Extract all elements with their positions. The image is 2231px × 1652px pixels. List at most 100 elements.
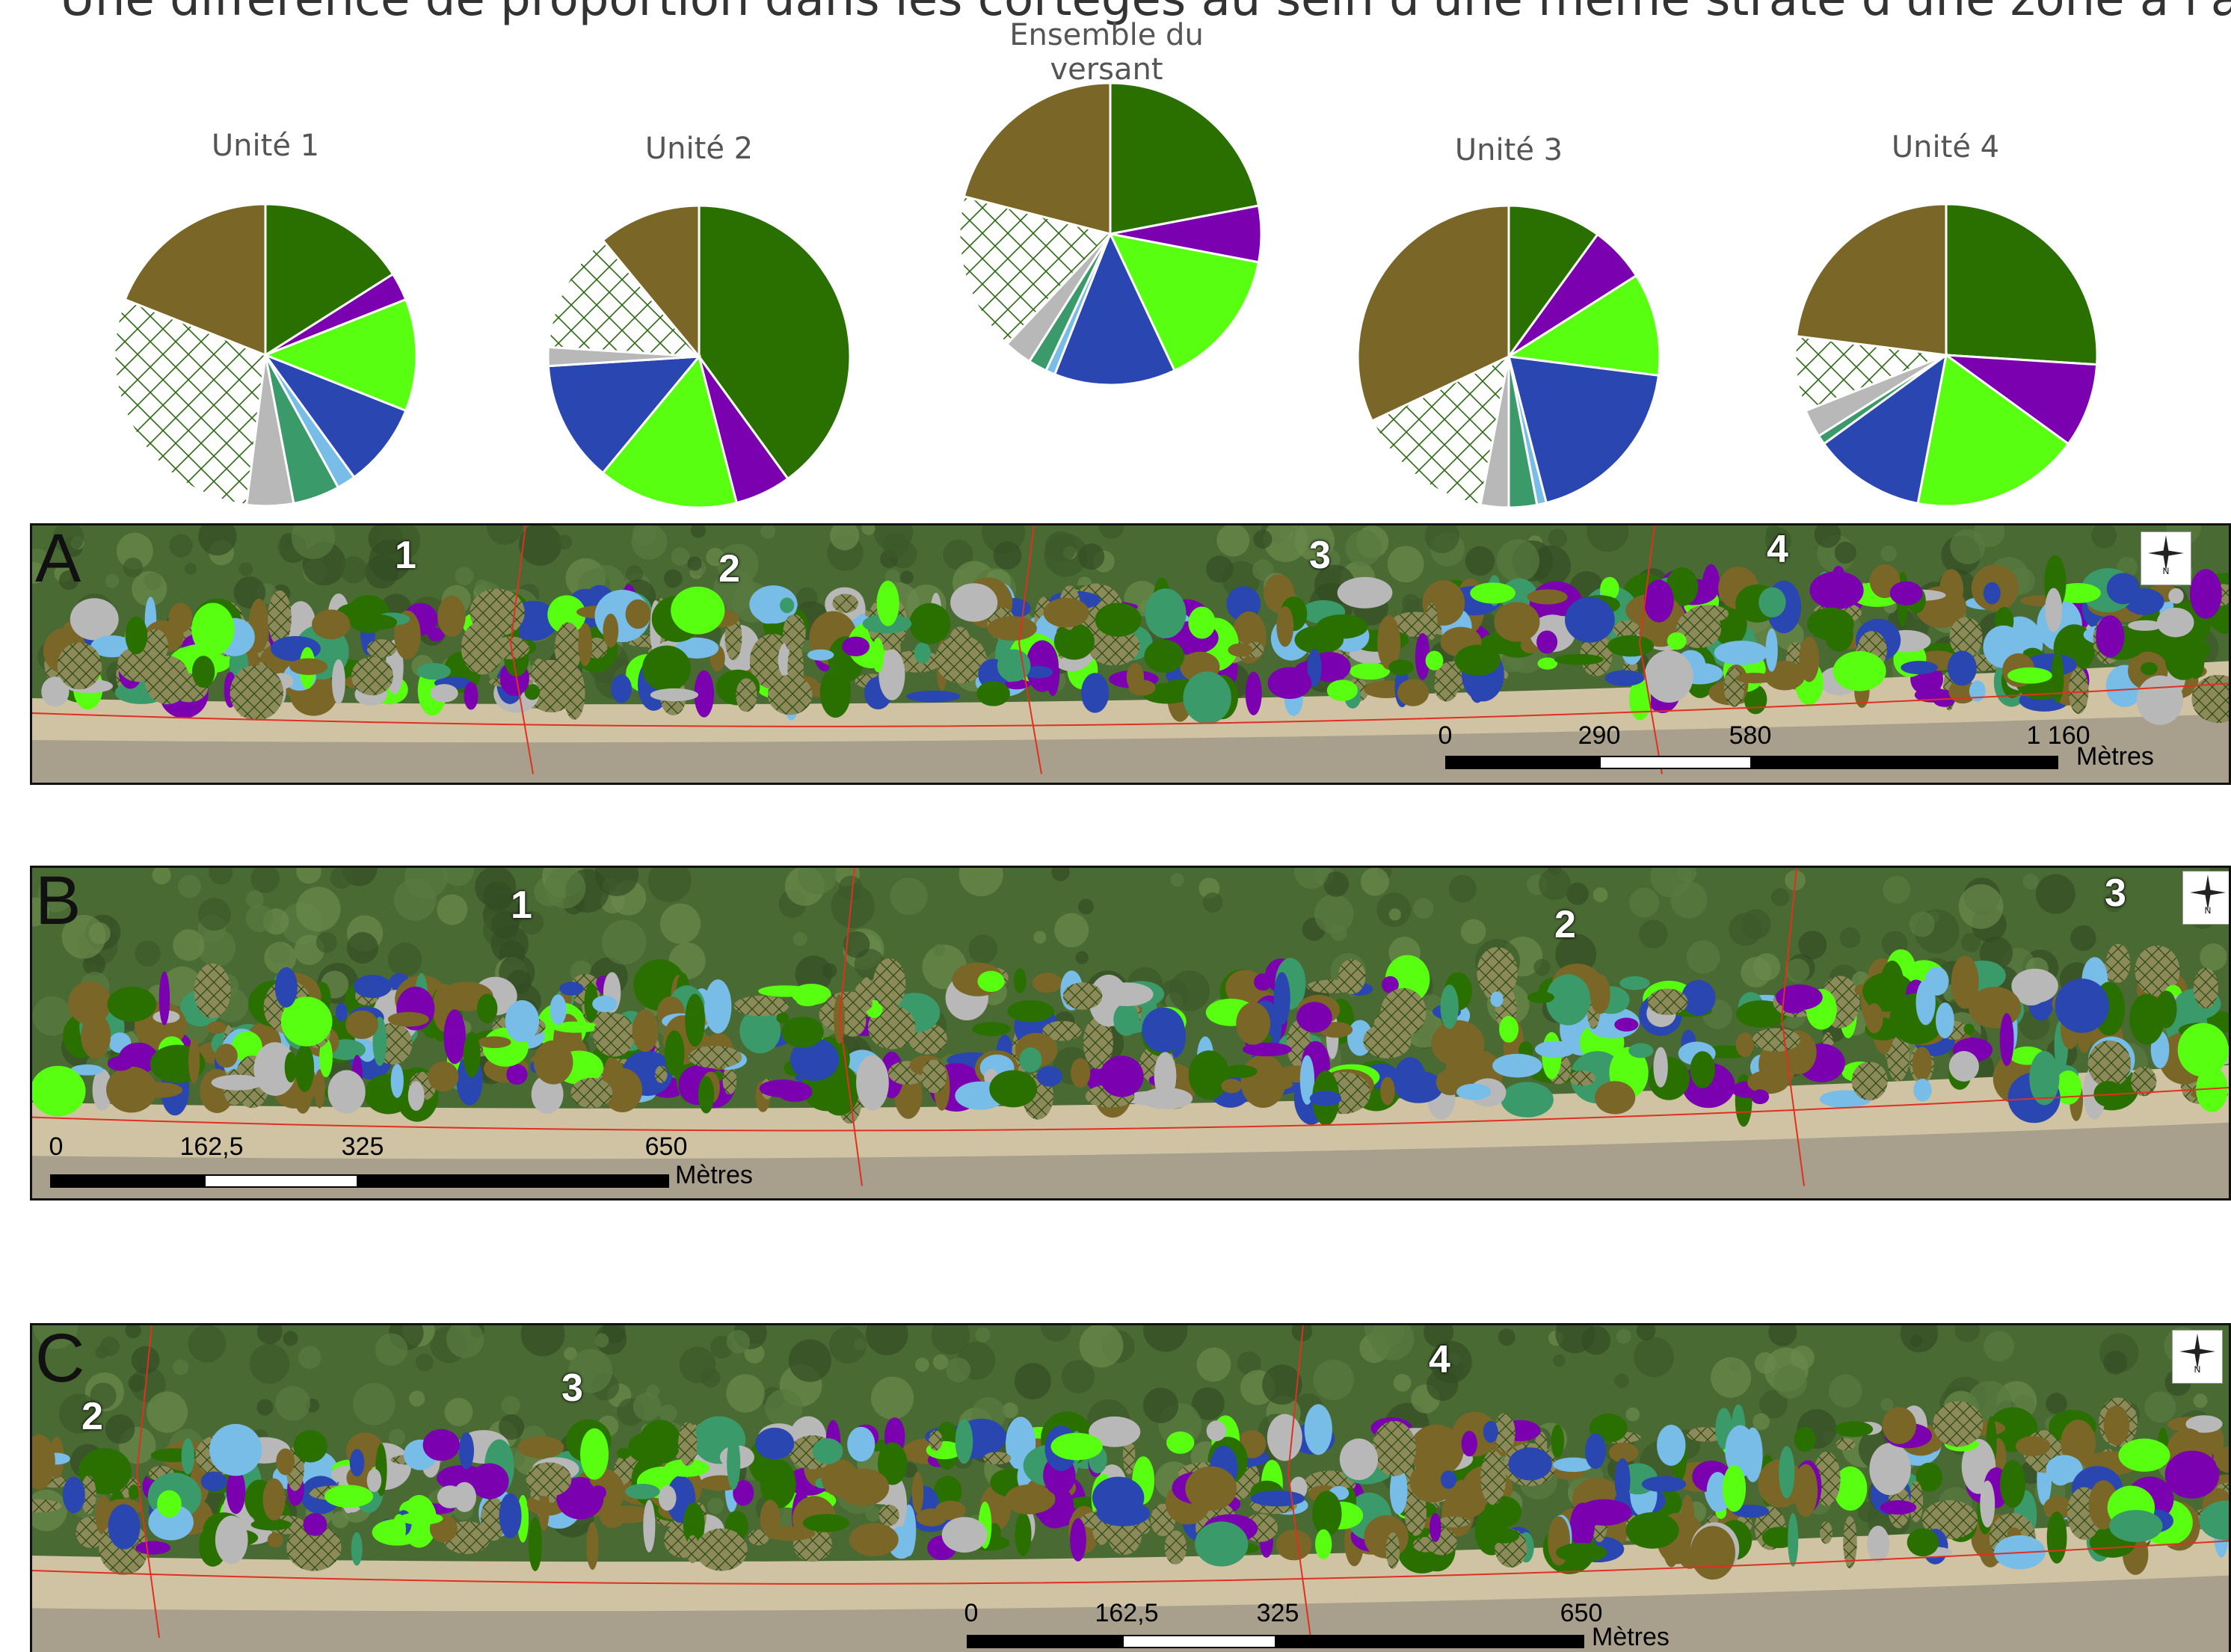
tree-canopy bbox=[1770, 888, 1790, 907]
unit-label-3: 3 bbox=[561, 1366, 583, 1410]
vegetation-patch bbox=[422, 1428, 460, 1461]
tree-canopy bbox=[264, 941, 297, 974]
vegetation-patch bbox=[1267, 667, 1312, 700]
vegetation-patch bbox=[906, 690, 961, 703]
pie-slice-blue bbox=[1053, 231, 1177, 386]
vegetation-patch bbox=[531, 1074, 564, 1114]
tree-canopy bbox=[633, 1392, 662, 1421]
vegetation-patch bbox=[1508, 1447, 1552, 1481]
vegetation-patch bbox=[1794, 1464, 1818, 1517]
vegetation-patch bbox=[128, 1484, 140, 1500]
tree-canopy bbox=[316, 931, 337, 953]
vegetation-patch bbox=[1969, 987, 2022, 1029]
tree-canopy bbox=[1958, 884, 2004, 929]
vegetation-patch bbox=[144, 656, 190, 705]
vegetation-patch bbox=[32, 1065, 86, 1117]
vegetation-patch bbox=[1481, 958, 1506, 1001]
tree-canopy bbox=[958, 868, 1003, 896]
vegetation-patch bbox=[2189, 569, 2222, 619]
vegetation-patch bbox=[1339, 1438, 1379, 1481]
tree-canopy bbox=[245, 890, 264, 908]
vegetation-patch bbox=[1551, 1424, 1564, 1458]
tree-canopy bbox=[499, 1414, 525, 1440]
vegetation-patch bbox=[1164, 1530, 1187, 1565]
pie-slice-blue bbox=[262, 352, 407, 479]
vegetation-patch bbox=[570, 1077, 613, 1109]
vegetation-patch bbox=[658, 1485, 677, 1511]
tree-canopy bbox=[1196, 1347, 1231, 1382]
vegetation-patch bbox=[211, 1074, 263, 1091]
tree-canopy bbox=[679, 1346, 716, 1384]
vegetation-patch bbox=[600, 1505, 655, 1523]
vegetation-patch bbox=[437, 595, 466, 638]
pie-slice-light_green bbox=[601, 354, 739, 509]
vegetation-patch bbox=[584, 983, 599, 1023]
vegetation-patch bbox=[2061, 1420, 2096, 1467]
vegetation-patch bbox=[1951, 955, 1979, 1009]
tree-canopy bbox=[58, 1393, 99, 1434]
vegetation-patch bbox=[289, 658, 328, 676]
tree-canopy bbox=[295, 887, 341, 932]
vegetation-patch bbox=[1385, 1532, 1400, 1569]
pie-chart-ensemble bbox=[958, 81, 1263, 386]
vegetation-patch bbox=[1644, 650, 1693, 703]
vegetation-patch bbox=[470, 1463, 509, 1500]
vegetation-patch bbox=[1326, 679, 1358, 701]
tree-canopy bbox=[2022, 873, 2039, 890]
vegetation-patch bbox=[688, 1046, 742, 1069]
unit-boundary-line bbox=[1638, 526, 1663, 774]
vegetation-patch bbox=[950, 583, 998, 622]
vegetation-patch bbox=[1490, 991, 1504, 1007]
scale-bar bbox=[1599, 756, 1752, 769]
vegetation-patch bbox=[1980, 1480, 1995, 1528]
vegetation-patch bbox=[632, 1009, 659, 1052]
tree-canopy bbox=[1237, 1351, 1261, 1375]
tree-canopy bbox=[690, 526, 707, 538]
vegetation-patch bbox=[1912, 1047, 1932, 1081]
vegetation-patch bbox=[1833, 1466, 1868, 1511]
tree-canopy bbox=[1498, 1328, 1515, 1346]
tree-canopy bbox=[105, 1414, 135, 1444]
tree-canopy bbox=[1054, 913, 1089, 948]
vegetation-patch bbox=[878, 1504, 899, 1526]
vegetation-patch bbox=[733, 995, 789, 1017]
vegetation-patch bbox=[1614, 1458, 1631, 1502]
scale-bar bbox=[1275, 1635, 1584, 1648]
vegetation-patch bbox=[586, 1522, 599, 1571]
tree-canopy bbox=[1427, 1369, 1459, 1402]
tree-canopy bbox=[116, 532, 153, 570]
vegetation-patch bbox=[1185, 1466, 1237, 1511]
vegetation-patch bbox=[1867, 1526, 1890, 1563]
tree-canopy bbox=[1555, 934, 1597, 976]
tree-canopy bbox=[1253, 529, 1273, 549]
north-arrow-icon: N bbox=[2182, 871, 2229, 925]
unit-boundary-line bbox=[509, 526, 534, 774]
vegetation-patch bbox=[92, 1068, 113, 1111]
tree-canopy bbox=[1002, 1402, 1018, 1419]
vegetation-patch bbox=[916, 1508, 947, 1526]
vegetation-patch bbox=[765, 1526, 816, 1541]
vegetation-patch bbox=[1019, 1047, 1042, 1073]
tree-canopy bbox=[1170, 873, 1184, 887]
tree-canopy bbox=[707, 1497, 724, 1514]
vegetation-patch bbox=[550, 994, 567, 1026]
vegetation-patch bbox=[1807, 607, 1854, 641]
tree-canopy bbox=[1753, 1413, 1770, 1431]
scale-bar bbox=[204, 1174, 358, 1188]
pie-slice-light_green bbox=[262, 298, 418, 413]
vegetation-patch bbox=[2007, 667, 2052, 684]
vegetation-patch bbox=[856, 1055, 889, 1111]
tree-canopy bbox=[437, 894, 468, 925]
vegetation-patch bbox=[206, 1021, 227, 1034]
vegetation-patch bbox=[351, 656, 393, 696]
vegetation-patch bbox=[783, 614, 806, 652]
tree-canopy bbox=[388, 943, 422, 977]
vegetation-patch bbox=[2015, 1436, 2051, 1457]
vegetation-patch bbox=[231, 1031, 262, 1062]
vegetation-patch bbox=[1415, 632, 1430, 680]
pie-slice-brown bbox=[123, 203, 267, 357]
vegetation-patch bbox=[2164, 638, 2202, 680]
vegetation-patch bbox=[81, 1475, 96, 1514]
vegetation-patch bbox=[1939, 569, 1964, 610]
vegetation-patch bbox=[1676, 609, 1722, 648]
